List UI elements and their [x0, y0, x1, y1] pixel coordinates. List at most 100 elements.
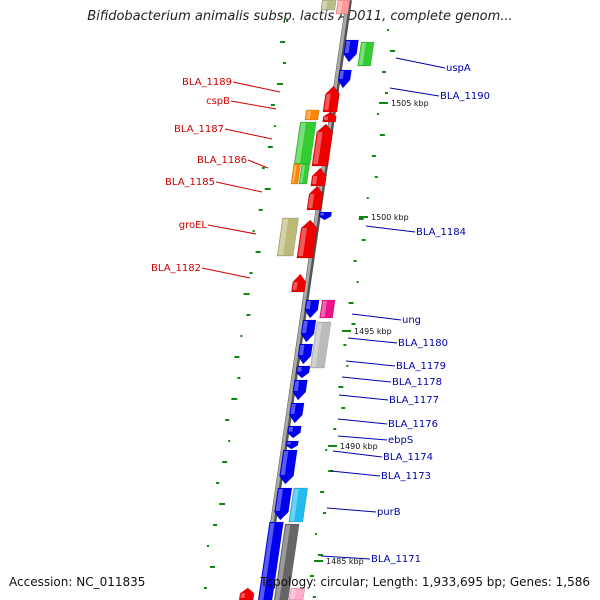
gene-blue[interactable]	[278, 449, 298, 485]
gene-red[interactable]	[310, 167, 328, 187]
gene-cyan-shape	[288, 487, 309, 523]
gene-pink-light-highlight	[290, 589, 296, 599]
gc-mark	[216, 482, 220, 484]
leader-line	[232, 81, 281, 93]
gene-blue[interactable]	[297, 343, 313, 365]
gene-red-shape	[310, 167, 327, 187]
gene-label-purb: purB	[377, 507, 401, 518]
gene-pink-light[interactable]	[335, 0, 351, 15]
gc-mark	[323, 512, 327, 514]
gene-olive[interactable]	[320, 0, 337, 11]
gene-olive[interactable]	[276, 217, 299, 257]
gene-green[interactable]	[298, 163, 311, 185]
gene-red[interactable]	[296, 219, 319, 259]
gene-olive-highlight	[278, 219, 289, 255]
gene-blue-shape	[300, 319, 317, 343]
gene-red[interactable]	[311, 123, 334, 167]
gc-mark	[361, 239, 366, 241]
gc-mark	[273, 125, 276, 127]
gene-red[interactable]	[238, 587, 255, 600]
gene-darkgrey-shape	[273, 523, 300, 600]
gene-label-groel: groEL	[179, 220, 208, 231]
gene-blue[interactable]	[318, 211, 332, 221]
gene-green-highlight	[295, 123, 306, 163]
gene-label-uspa: uspA	[446, 63, 471, 74]
gc-mark	[353, 260, 357, 262]
gene-blue-shape	[297, 343, 313, 365]
gene-red[interactable]	[306, 185, 325, 211]
gene-blue-highlight	[275, 489, 283, 511]
gc-mark	[286, 20, 289, 22]
gc-mark	[234, 356, 240, 358]
gene-label-bla_1185: BLA_1185	[165, 177, 215, 188]
gene-blue[interactable]	[300, 319, 317, 343]
scale-label: 1485 kbp	[326, 557, 364, 566]
gene-red-highlight	[308, 194, 315, 208]
topology-label: Topology: circular; Length: 1,933,695 bp…	[260, 575, 590, 589]
gene-label-bla_1177: BLA_1177	[389, 395, 439, 406]
gene-blue-highlight	[302, 321, 308, 333]
gene-blue-shape	[279, 449, 298, 485]
gene-darkgrey-highlight	[274, 525, 291, 600]
gene-label-bla_1174: BLA_1174	[383, 452, 433, 463]
gene-blue[interactable]	[304, 299, 320, 319]
gene-blue-shape	[292, 379, 308, 401]
gene-red-highlight	[324, 94, 331, 110]
gene-blue[interactable]	[342, 39, 359, 63]
gene-blue[interactable]	[273, 487, 293, 521]
gc-mark	[379, 134, 385, 136]
gene-blue[interactable]	[292, 379, 308, 401]
gene-red-shape	[311, 123, 334, 167]
gene-blue[interactable]	[288, 402, 305, 424]
gene-label-bla_1179: BLA_1179	[396, 361, 446, 372]
gc-mark	[371, 155, 376, 157]
gc-mark	[343, 344, 347, 346]
gene-green-shape	[357, 41, 375, 67]
gene-blue[interactable]	[287, 425, 302, 439]
gene-blue[interactable]	[337, 69, 352, 89]
gene-grey-highlight	[311, 323, 323, 367]
gene-blue-highlight	[305, 301, 311, 309]
gene-green[interactable]	[293, 121, 317, 165]
leader-line	[337, 435, 388, 441]
gene-blue[interactable]	[285, 440, 299, 450]
gene-grey[interactable]	[309, 321, 332, 369]
gc-mark	[346, 365, 349, 367]
gene-blue[interactable]	[295, 365, 311, 379]
gc-mark	[252, 230, 255, 232]
gene-blue-shape	[343, 39, 359, 63]
gene-blue-highlight	[293, 381, 300, 391]
gene-blue-highlight	[297, 367, 302, 372]
gene-red[interactable]	[322, 85, 341, 113]
gc-mark	[315, 533, 318, 535]
gene-pink-light[interactable]	[288, 587, 306, 600]
leader-line	[341, 376, 392, 383]
scale-label: 1500 kbp	[371, 213, 409, 222]
gene-blue-highlight	[258, 523, 275, 600]
leader-line	[330, 470, 381, 477]
gc-mark	[283, 62, 287, 64]
gc-mark	[374, 176, 378, 178]
gene-label-bla_1178: BLA_1178	[392, 377, 442, 388]
gene-label-bla_1189: BLA_1189	[182, 77, 232, 88]
leader-line	[230, 100, 277, 110]
gene-blue-highlight	[299, 345, 305, 355]
gene-darkgrey[interactable]	[273, 523, 300, 600]
gene-blue-highlight	[344, 41, 351, 53]
gene-blue-shape	[257, 521, 284, 600]
gene-pink[interactable]	[319, 299, 336, 319]
gene-blue[interactable]	[257, 521, 284, 600]
gene-cyan[interactable]	[288, 487, 309, 523]
gene-red[interactable]	[291, 273, 307, 293]
gene-green-highlight	[358, 43, 366, 65]
gene-blue-highlight	[320, 213, 325, 216]
gene-orange[interactable]	[290, 163, 302, 185]
gene-orange[interactable]	[304, 109, 320, 121]
gc-mark	[240, 335, 243, 337]
gene-red-shape	[322, 111, 337, 123]
gene-red[interactable]	[322, 111, 337, 123]
gene-green[interactable]	[357, 41, 375, 67]
gc-mark	[376, 113, 379, 115]
gene-features[interactable]	[238, 0, 375, 600]
